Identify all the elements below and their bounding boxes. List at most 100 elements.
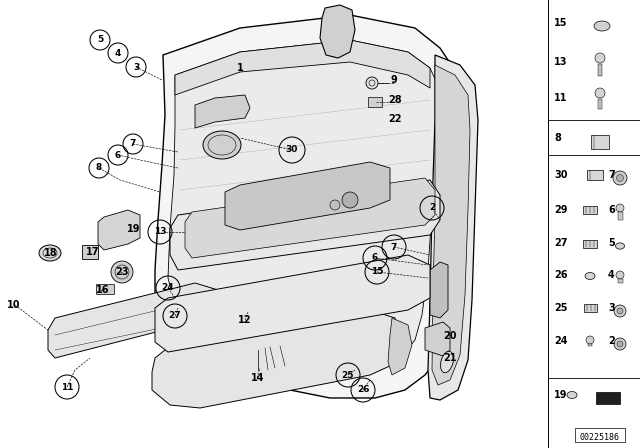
Bar: [583, 206, 597, 214]
Text: 5: 5: [97, 35, 103, 44]
Text: 7: 7: [608, 170, 615, 180]
Text: 3: 3: [133, 63, 139, 72]
Text: 25: 25: [554, 303, 568, 313]
Polygon shape: [155, 15, 460, 398]
Text: 22: 22: [388, 114, 402, 124]
Text: 9: 9: [390, 75, 397, 85]
Circle shape: [613, 171, 627, 185]
Bar: [598, 99, 602, 109]
Text: 25: 25: [342, 370, 355, 379]
Text: 7: 7: [391, 242, 397, 251]
Text: 6: 6: [608, 205, 615, 215]
Text: 8: 8: [554, 133, 561, 143]
Polygon shape: [48, 283, 218, 358]
Text: 11: 11: [61, 383, 73, 392]
Polygon shape: [320, 5, 355, 58]
Ellipse shape: [567, 392, 577, 399]
Text: 16: 16: [96, 285, 109, 295]
Bar: [96, 284, 114, 294]
Text: 19: 19: [127, 224, 141, 234]
Circle shape: [111, 261, 133, 283]
Bar: [368, 97, 382, 107]
Polygon shape: [225, 162, 390, 230]
Bar: [82, 245, 98, 259]
Bar: [598, 64, 602, 76]
Ellipse shape: [203, 131, 241, 159]
Ellipse shape: [440, 351, 454, 373]
Text: 6: 6: [372, 254, 378, 263]
Circle shape: [617, 341, 623, 347]
Text: 5: 5: [608, 238, 615, 248]
Bar: [596, 392, 620, 404]
Polygon shape: [168, 40, 440, 370]
Text: 24: 24: [554, 336, 568, 346]
Text: 4: 4: [608, 270, 615, 280]
Circle shape: [617, 308, 623, 314]
Text: 12: 12: [238, 315, 252, 325]
Text: 28: 28: [388, 95, 402, 105]
Bar: [584, 304, 596, 312]
Text: 23: 23: [115, 267, 129, 277]
Text: 13: 13: [554, 57, 568, 67]
Polygon shape: [98, 210, 140, 250]
Text: 15: 15: [371, 267, 383, 276]
Text: 8: 8: [96, 164, 102, 172]
Circle shape: [586, 336, 594, 344]
Polygon shape: [175, 40, 430, 95]
Polygon shape: [170, 180, 440, 270]
Circle shape: [614, 305, 626, 317]
Text: 26: 26: [356, 385, 369, 395]
Text: 29: 29: [554, 205, 568, 215]
Polygon shape: [155, 255, 430, 352]
Text: 4: 4: [115, 48, 121, 57]
Polygon shape: [432, 65, 470, 385]
Circle shape: [614, 338, 626, 350]
Polygon shape: [430, 262, 448, 318]
Ellipse shape: [585, 272, 595, 280]
Text: 2: 2: [608, 336, 615, 346]
Text: 27: 27: [554, 238, 568, 248]
Circle shape: [595, 88, 605, 98]
Text: 21: 21: [444, 353, 457, 363]
Bar: [587, 170, 603, 180]
Text: 13: 13: [154, 228, 166, 237]
Bar: [575, 428, 625, 442]
Text: 15: 15: [554, 18, 568, 28]
Text: 7: 7: [130, 139, 136, 148]
Circle shape: [366, 77, 378, 89]
Circle shape: [595, 53, 605, 63]
Ellipse shape: [594, 21, 610, 31]
Circle shape: [616, 204, 624, 212]
Text: 27: 27: [169, 311, 181, 320]
Text: 19: 19: [554, 390, 568, 400]
Circle shape: [330, 200, 340, 210]
Text: 18: 18: [44, 248, 58, 258]
Text: 24: 24: [162, 284, 174, 293]
Text: 20: 20: [444, 331, 457, 341]
Polygon shape: [388, 318, 412, 375]
Polygon shape: [195, 95, 250, 128]
Text: 10: 10: [7, 300, 20, 310]
Bar: [618, 212, 623, 220]
Circle shape: [616, 175, 623, 181]
Text: 30: 30: [286, 146, 298, 155]
Circle shape: [342, 192, 358, 208]
Text: 17: 17: [86, 247, 100, 257]
Text: 14: 14: [252, 373, 265, 383]
Text: 30: 30: [554, 170, 568, 180]
Ellipse shape: [39, 245, 61, 261]
Bar: [583, 240, 597, 248]
Text: 3: 3: [608, 303, 615, 313]
Text: 00225186: 00225186: [580, 432, 620, 441]
Text: 2: 2: [429, 203, 435, 212]
Polygon shape: [185, 178, 435, 258]
Text: 1: 1: [237, 63, 243, 73]
Circle shape: [616, 271, 624, 279]
Bar: [591, 135, 609, 149]
Text: 11: 11: [554, 93, 568, 103]
Bar: [618, 279, 623, 283]
Text: 26: 26: [554, 270, 568, 280]
Bar: [588, 344, 592, 346]
Ellipse shape: [616, 243, 625, 249]
Polygon shape: [152, 310, 400, 408]
